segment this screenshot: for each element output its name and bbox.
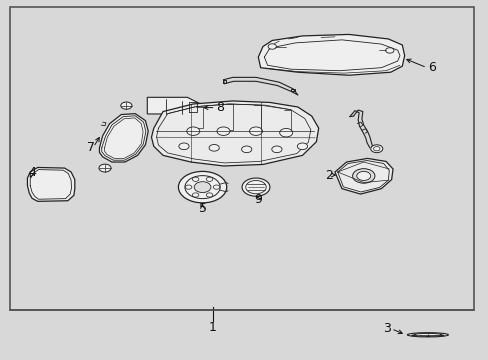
- Text: 6: 6: [427, 61, 435, 74]
- Circle shape: [186, 127, 200, 135]
- Circle shape: [185, 185, 191, 189]
- Polygon shape: [334, 158, 392, 194]
- Circle shape: [356, 171, 370, 180]
- Text: 4: 4: [28, 166, 36, 179]
- Text: 2: 2: [324, 168, 332, 181]
- Circle shape: [245, 180, 265, 194]
- Circle shape: [407, 333, 447, 337]
- Circle shape: [213, 185, 219, 189]
- Circle shape: [99, 164, 111, 172]
- Text: 5: 5: [198, 202, 206, 215]
- Circle shape: [206, 193, 212, 197]
- Circle shape: [373, 147, 379, 151]
- Circle shape: [192, 177, 199, 181]
- Circle shape: [297, 143, 307, 150]
- Circle shape: [267, 44, 276, 49]
- Circle shape: [206, 177, 212, 181]
- Polygon shape: [151, 101, 318, 166]
- Polygon shape: [258, 35, 404, 75]
- Text: 1: 1: [208, 321, 216, 334]
- Circle shape: [192, 193, 199, 197]
- Circle shape: [194, 182, 210, 193]
- Circle shape: [184, 176, 220, 199]
- Circle shape: [352, 169, 374, 183]
- Text: 7: 7: [87, 141, 95, 154]
- Text: 8: 8: [216, 101, 224, 114]
- Circle shape: [178, 171, 226, 203]
- Circle shape: [179, 143, 189, 150]
- Polygon shape: [27, 167, 75, 201]
- Circle shape: [385, 48, 393, 53]
- Circle shape: [425, 336, 429, 337]
- Circle shape: [413, 333, 441, 336]
- Text: 9: 9: [254, 193, 262, 206]
- Circle shape: [217, 127, 229, 135]
- Circle shape: [209, 144, 219, 151]
- Polygon shape: [99, 114, 148, 162]
- Polygon shape: [147, 97, 200, 114]
- Circle shape: [121, 102, 132, 109]
- Text: 3: 3: [383, 322, 390, 335]
- Circle shape: [279, 129, 292, 137]
- Circle shape: [271, 146, 282, 153]
- Circle shape: [370, 145, 382, 153]
- Circle shape: [249, 127, 262, 135]
- Circle shape: [242, 178, 269, 196]
- Circle shape: [241, 146, 251, 153]
